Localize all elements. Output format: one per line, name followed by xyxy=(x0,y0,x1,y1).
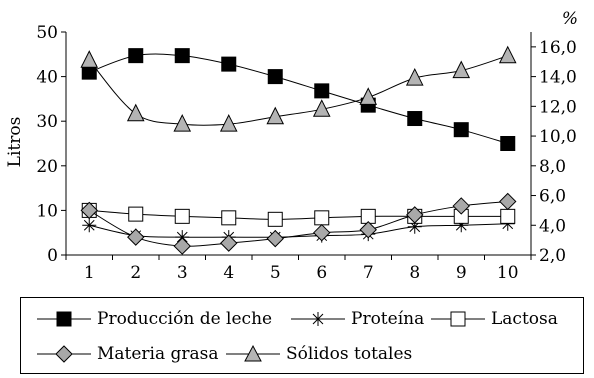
data-point xyxy=(127,228,145,246)
data-point xyxy=(126,103,145,122)
y-left-tick-label: 10 xyxy=(36,201,58,221)
legend-item-lactosa: Lactosa xyxy=(431,307,558,331)
data-point xyxy=(174,208,190,224)
data-point xyxy=(452,60,471,79)
data-point xyxy=(266,229,284,248)
data-point xyxy=(407,111,423,127)
data-point xyxy=(312,99,331,117)
legend-label: Proteína xyxy=(351,309,425,329)
data-point xyxy=(359,221,377,239)
series-Sólidos totales xyxy=(80,45,517,132)
y-right-tick-label: 4,0 xyxy=(539,216,566,236)
series-Proteína xyxy=(82,216,515,245)
data-point xyxy=(454,218,469,233)
axes: 0 10 20 30 40 50 2,0 4,0 6,0 8,0 10,0 12,0 14,0 16,0 1… xyxy=(36,23,577,283)
data-point xyxy=(452,197,470,215)
data-point xyxy=(500,208,516,224)
x-tick-label: 1 xyxy=(84,263,95,283)
y-right-tick-label: 12,0 xyxy=(539,97,577,117)
series-line xyxy=(89,209,508,220)
y-left-tick-label: 40 xyxy=(36,68,58,88)
legend-item-solidos: Sólidos totales xyxy=(226,342,412,366)
legend-marker-square-open xyxy=(431,311,485,327)
y-left-tick-label: 50 xyxy=(36,23,58,43)
data-point xyxy=(128,48,144,64)
x-tick-label: 6 xyxy=(316,263,327,283)
data-point xyxy=(314,83,330,99)
data-point xyxy=(80,201,98,220)
data-point xyxy=(219,114,238,132)
series-line xyxy=(89,223,508,238)
legend-item-materia-grasa: Materia grasa xyxy=(37,342,219,366)
x-tick-label: 8 xyxy=(409,263,420,283)
legend-marker-diamond xyxy=(37,345,91,363)
chart-plot: 0 10 20 30 40 50 2,0 4,0 6,0 8,0 10,0 12,0 14,0 16,0 1… xyxy=(5,9,578,283)
x-tick-label: 7 xyxy=(363,263,374,283)
data-point xyxy=(173,237,191,255)
legend-label: Lactosa xyxy=(491,309,558,329)
data-point xyxy=(221,56,237,72)
y-left-tick-label: 20 xyxy=(36,157,58,177)
data-point xyxy=(453,122,469,138)
data-point xyxy=(359,87,378,105)
data-point xyxy=(220,234,238,252)
series-Materia grasa xyxy=(80,192,517,255)
data-point xyxy=(80,50,99,68)
legend-item-proteina: Proteína xyxy=(291,307,424,331)
y-axis-right-label: % xyxy=(562,9,578,29)
x-tick-label: 9 xyxy=(456,263,467,283)
y-right-tick-label: 2,0 xyxy=(539,246,566,266)
data-point xyxy=(267,211,283,227)
y-left-tick-label: 30 xyxy=(36,112,58,132)
y-right-tick-label: 14,0 xyxy=(539,68,577,88)
legend: Producción de leche Proteína Lactosa Mat… xyxy=(20,297,584,374)
data-point xyxy=(500,136,516,151)
legend-marker-triangle xyxy=(226,344,280,362)
x-tick-label: 2 xyxy=(130,263,141,283)
y-axis-left-label: Litros xyxy=(5,117,25,168)
y-right-tick-label: 6,0 xyxy=(539,187,566,207)
data-point xyxy=(499,192,517,211)
data-point xyxy=(173,114,192,132)
legend-item-produccion: Producción de leche xyxy=(37,307,272,331)
y-right-tick-label: 16,0 xyxy=(539,38,577,58)
y-left-tick-label: 0 xyxy=(47,246,58,266)
data-point xyxy=(266,106,285,125)
data-point xyxy=(128,206,144,222)
x-tick-label: 3 xyxy=(177,263,188,283)
data-point xyxy=(498,45,517,64)
data-point xyxy=(406,206,424,224)
series-line xyxy=(88,55,508,126)
x-tick-label: 4 xyxy=(223,263,234,283)
legend-marker-square-filled xyxy=(37,311,91,327)
y-right-tick-label: 10,0 xyxy=(539,127,577,147)
legend-label: Producción de leche xyxy=(97,309,273,329)
data-point xyxy=(82,218,97,233)
series-Producción de leche xyxy=(81,48,516,151)
series-line xyxy=(89,200,508,247)
data-point xyxy=(407,219,422,234)
series-Lactosa xyxy=(81,202,516,227)
series-line xyxy=(89,53,508,144)
data-point xyxy=(175,230,190,245)
data-point xyxy=(221,210,237,226)
legend-marker-asterisk xyxy=(291,312,345,326)
data-point xyxy=(405,67,424,86)
legend-label: Materia grasa xyxy=(97,344,219,364)
series-group xyxy=(80,45,517,255)
data-point xyxy=(267,69,283,85)
legend-label: Sólidos totales xyxy=(286,344,413,364)
y-right-tick-label: 8,0 xyxy=(539,157,566,177)
data-point xyxy=(313,223,331,242)
data-point xyxy=(314,210,330,226)
data-point xyxy=(174,48,190,64)
x-tick-label: 10 xyxy=(497,263,519,283)
x-tick-label: 5 xyxy=(270,263,281,283)
